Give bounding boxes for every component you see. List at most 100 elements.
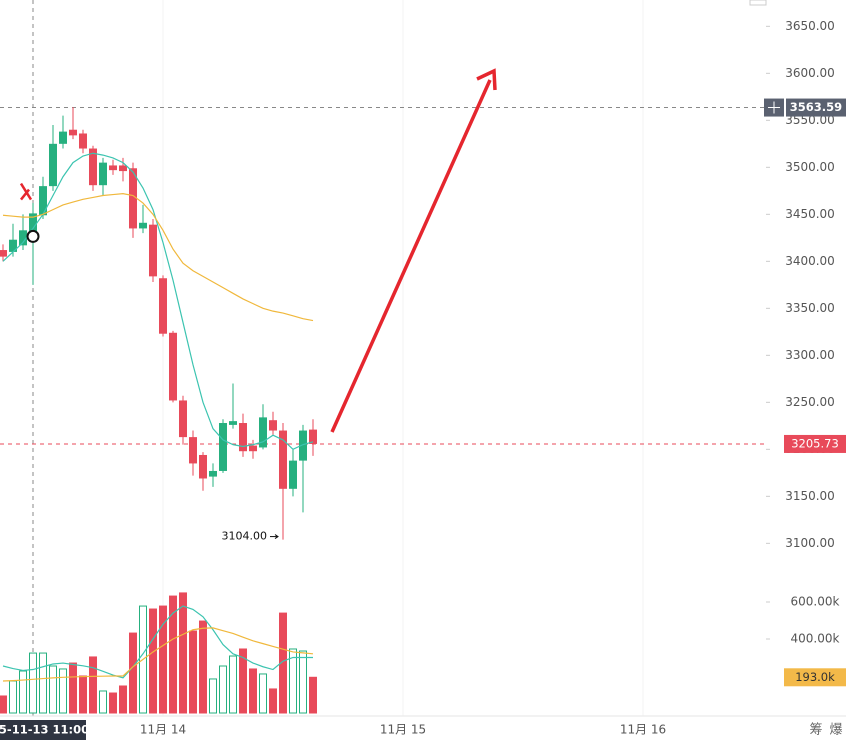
trend-arrow-head (476, 68, 497, 91)
last-volume-box (784, 668, 846, 687)
candle-body (249, 445, 257, 452)
y-tick-label: 3300.00 (785, 348, 835, 362)
crosshair-time: 25-11-13 11:00 (0, 723, 89, 737)
candle-body (99, 162, 107, 186)
volume-bar (229, 655, 237, 714)
volume-bar (189, 630, 197, 714)
x-tick-label: 11月 15 (380, 723, 426, 737)
volume-bar (69, 662, 77, 714)
last-price-box (784, 434, 846, 453)
plot: 3104.00 (0, 0, 766, 716)
y-tick-label: 3150.00 (785, 489, 835, 503)
x-tick-label: 11月 14 (140, 723, 186, 737)
volume-bar (269, 688, 277, 714)
candle-body (189, 437, 197, 464)
candle-body (49, 143, 57, 187)
candle-body (119, 165, 127, 172)
marker-circle (26, 229, 40, 243)
candle-body (109, 165, 117, 171)
candle-body (149, 224, 157, 277)
candle-body (29, 213, 37, 233)
volume-bar (109, 692, 117, 714)
volume-average (2, 627, 314, 682)
y-tick-label: 3600.00 (785, 66, 835, 80)
candle-body (19, 230, 27, 246)
volume-bar (179, 592, 187, 714)
volume-bar (239, 648, 247, 714)
volume-bar (159, 605, 167, 714)
candle-body (59, 131, 67, 144)
candle-body (129, 168, 137, 229)
y-tick-label: 3250.00 (785, 395, 835, 409)
volume-bar (249, 668, 257, 714)
candle-body (229, 421, 237, 425)
candle-body (209, 470, 217, 477)
grid (162, 0, 644, 716)
candle-body (259, 417, 267, 448)
moving-average (2, 152, 314, 451)
x-tick-label: 11月 16 (620, 723, 666, 737)
candle-body (39, 186, 47, 216)
volume-bar (279, 612, 287, 714)
volume-bar (0, 695, 7, 714)
y-tick-label: 3350.00 (785, 301, 835, 315)
last-price: 3205.73 (791, 436, 839, 450)
volume-bar (149, 608, 157, 714)
volume-bar (19, 670, 27, 714)
candle-body (79, 133, 87, 149)
crosshair-time-box (0, 720, 86, 740)
candle-body (239, 423, 247, 452)
volume-bar (219, 665, 227, 714)
candle-body (179, 400, 187, 438)
volume-bar (79, 675, 87, 714)
candle-body (69, 129, 77, 136)
volume-bar (289, 648, 297, 714)
corner-icon (749, 0, 767, 6)
volume-bar (199, 620, 207, 714)
y-tick-label: 3400.00 (785, 254, 835, 268)
volume-bar (129, 632, 137, 714)
candle-body (219, 423, 227, 471)
volume-bar (169, 595, 177, 714)
y-tick-label: 3100.00 (785, 536, 835, 550)
volume-bar (299, 650, 307, 714)
volume-bar (89, 656, 97, 714)
volume-bar (209, 678, 217, 714)
y-tick-label: 3650.00 (785, 19, 835, 33)
tool-button[interactable]: 爆 (829, 723, 842, 738)
candle-body (289, 460, 297, 489)
volume-average (2, 605, 313, 679)
crosshair-plus (768, 101, 780, 114)
volume-bar (99, 690, 107, 714)
candle-body (139, 222, 147, 229)
volume-bar (9, 680, 17, 714)
y-tick-label: 3450.00 (785, 207, 835, 221)
volume-bar (119, 685, 127, 714)
volume-tick-label: 400.00k (791, 631, 840, 645)
candle-body (309, 429, 317, 444)
candle-body (279, 430, 287, 489)
volume-bar (39, 652, 47, 714)
candle-body (159, 278, 167, 334)
candle-body (299, 430, 307, 461)
tool-button[interactable]: 筹 (809, 722, 822, 738)
candle-body (169, 332, 177, 401)
low-label: 3104.00 (222, 530, 268, 543)
candle-body (199, 454, 207, 479)
trend-arrow (330, 79, 492, 433)
candle-body (9, 239, 17, 252)
volume-bar (309, 676, 317, 714)
volume-bar (259, 673, 267, 714)
candle-body (89, 148, 97, 186)
volume-bar (29, 652, 37, 714)
moving-average (2, 193, 314, 322)
crosshair-price: 3563.59 (790, 100, 842, 114)
low-pointer-head (274, 534, 279, 539)
last-volume: 193.0k (795, 670, 835, 684)
candle-body (0, 250, 7, 257)
volume-bar (49, 665, 57, 714)
y-tick-label: 3500.00 (785, 160, 835, 174)
